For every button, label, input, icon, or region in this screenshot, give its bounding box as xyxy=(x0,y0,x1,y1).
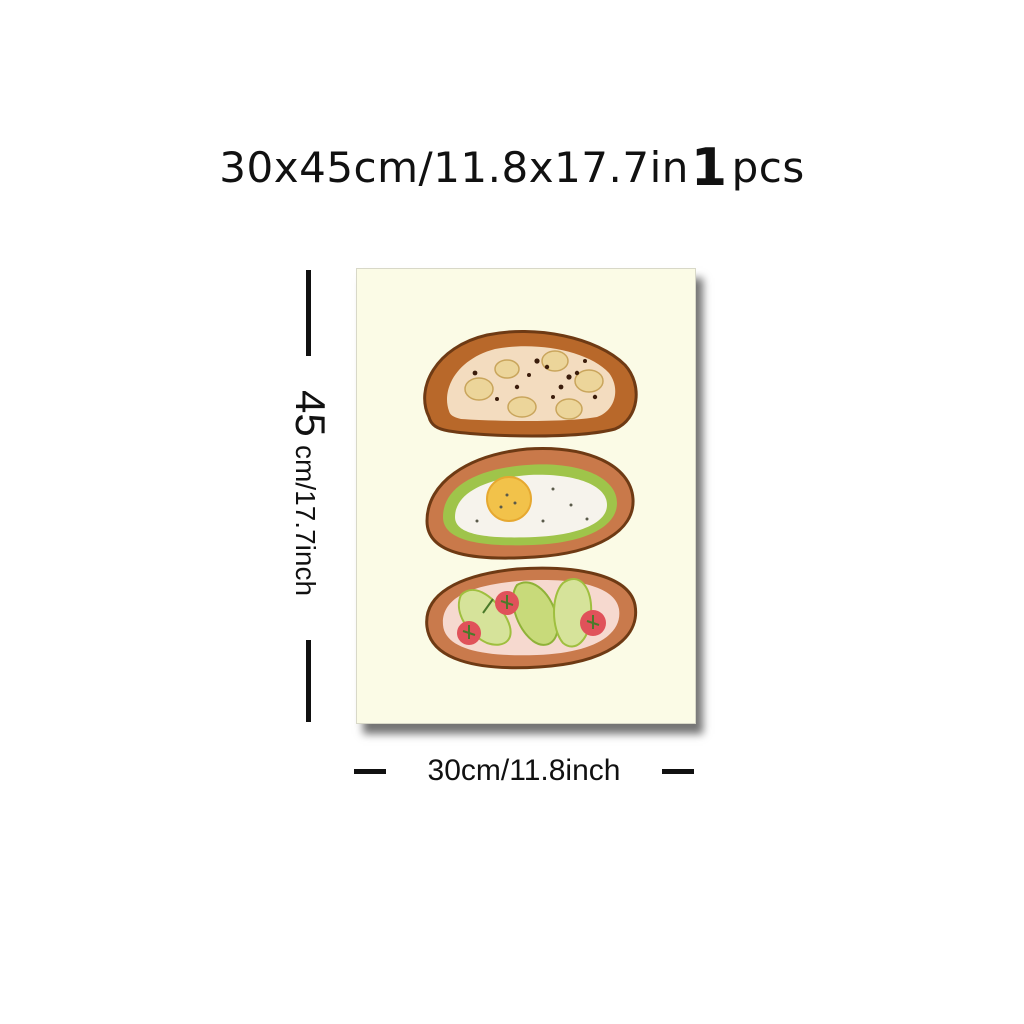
width-dimension-label: 30cm/11.8inch xyxy=(427,754,621,787)
title-dimensions: 30x45cm/11.8x17.7in xyxy=(219,143,689,192)
height-dimension-line-top xyxy=(306,270,311,356)
poster-print xyxy=(356,268,696,724)
height-unit: cm/17.7inch xyxy=(290,445,321,597)
height-dimension-line-bottom xyxy=(306,640,311,722)
toast-illustration xyxy=(423,330,638,670)
title-count: 1 xyxy=(690,138,728,198)
title-unit: pcs xyxy=(731,143,805,192)
banana-toast xyxy=(423,330,638,438)
height-dimension-label: 45 cm/17.7inch xyxy=(287,389,334,597)
width-dimension-line-right xyxy=(662,769,694,774)
egg-toast xyxy=(425,446,635,560)
avocado-tomato-toast xyxy=(425,566,638,670)
product-size-title: 30x45cm/11.8x17.7in1pcs xyxy=(0,138,1024,198)
width-dimension: 30cm/11.8inch xyxy=(354,752,694,792)
height-number: 45 xyxy=(287,389,334,437)
width-dimension-line-left xyxy=(354,769,386,774)
